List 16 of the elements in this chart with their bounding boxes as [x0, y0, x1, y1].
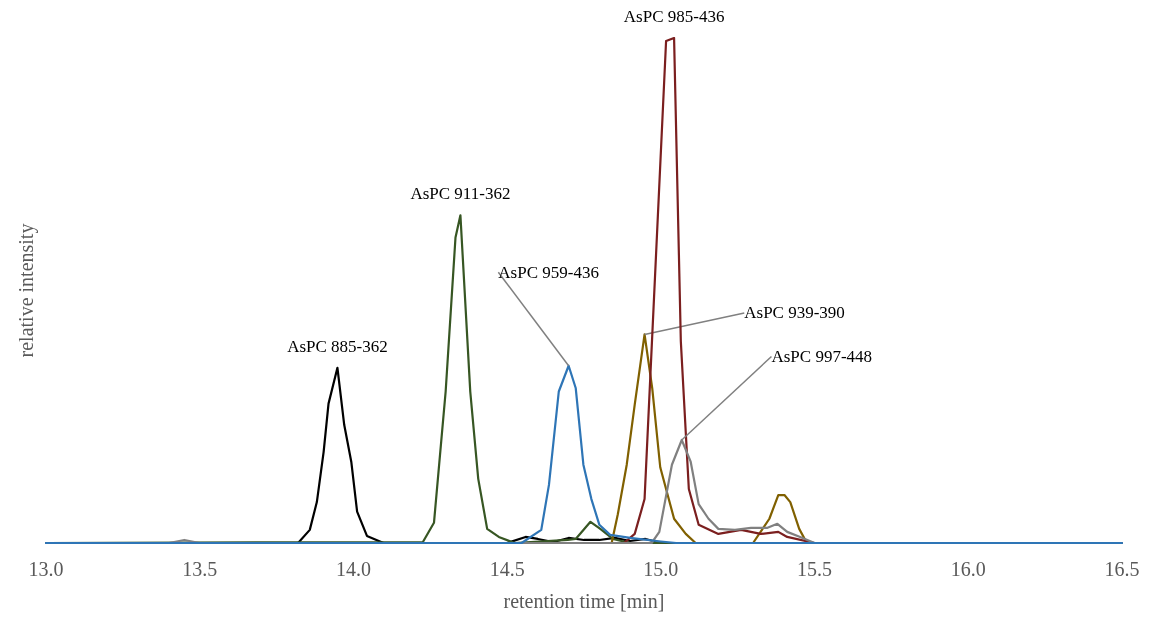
text: AsPC 997-448 — [771, 346, 873, 366]
x-tick-label: 13.5 — [182, 558, 218, 580]
x-tick-label: 14.5 — [489, 558, 525, 580]
x-tick-label: 13.0 — [28, 558, 64, 580]
x-tick-label: 15.0 — [643, 558, 679, 580]
y-axis-title: relative intensity — [15, 223, 38, 358]
x-tick-label: 15.5 — [797, 558, 833, 580]
x-tick-label: 16.0 — [950, 558, 986, 580]
x-tick-label: 16.5 — [1104, 558, 1140, 580]
series-label: AsPC 911-362 — [410, 184, 511, 204]
series-label: AsPC 985-436 — [623, 7, 725, 26]
text: AsPC 939-390 — [744, 303, 845, 323]
series-label: AsPC 885-362 — [287, 336, 388, 356]
x-axis-title: retention time [min] — [503, 590, 665, 612]
x-tick-label: 14.0 — [335, 558, 371, 580]
text: AsPC 959-436 — [498, 262, 599, 282]
